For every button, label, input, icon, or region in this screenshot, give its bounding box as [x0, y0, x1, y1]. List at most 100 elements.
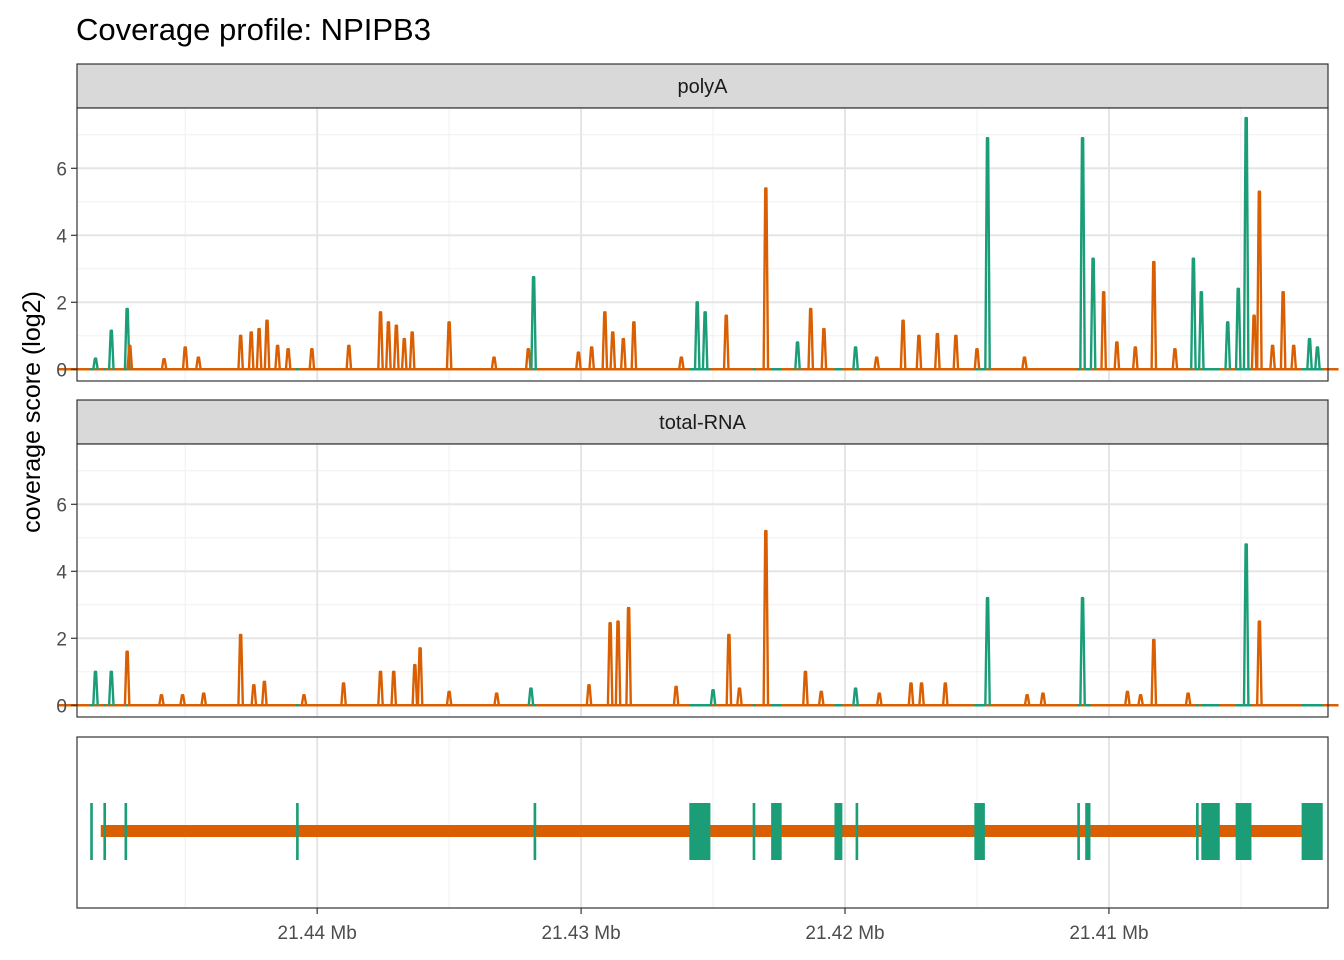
coverage-peak [377, 311, 384, 370]
x-tick-label: 21.42 Mb [805, 923, 884, 944]
exon-block [771, 803, 782, 860]
exon-block [1201, 803, 1220, 860]
coverage-peak [915, 334, 923, 370]
coverage-peak [1314, 346, 1321, 370]
exon-block [752, 803, 756, 860]
coverage-peak [179, 694, 186, 706]
y-axis-label: coverage score (log2) [18, 291, 46, 533]
coverage-peak [1100, 291, 1108, 370]
coverage-peak [873, 356, 881, 370]
coverage-peak [1290, 344, 1298, 370]
y-tick-label: 0 [56, 360, 67, 381]
exon-block [296, 803, 299, 860]
coverage-peak [984, 596, 991, 706]
coverage-peak [575, 351, 582, 370]
coverage-peak [274, 344, 281, 370]
coverage-peak [802, 670, 809, 706]
exon-block [974, 803, 985, 860]
exon-block [1301, 803, 1323, 860]
coverage-peak [973, 347, 981, 370]
coverage-peak [160, 358, 168, 370]
coverage-peak [899, 319, 907, 370]
exon-block [1235, 803, 1252, 860]
y-tick-label: 6 [56, 159, 67, 180]
coverage-peak [181, 346, 189, 370]
coverage-peak [984, 136, 991, 370]
x-tick-label: 21.43 Mb [541, 923, 620, 944]
coverage-peak [1242, 543, 1250, 706]
coverage-peak [260, 680, 268, 706]
coverage-peak [614, 620, 622, 706]
coverage-peak [693, 301, 701, 370]
coverage-peak [677, 356, 685, 370]
coverage-peak [1190, 257, 1197, 370]
coverage-peak [195, 356, 202, 370]
coverage-peak [725, 633, 733, 706]
coverage-peak [1079, 136, 1086, 370]
coverage-peak [1250, 314, 1258, 370]
coverage-peak [852, 687, 859, 706]
coverage-peak [416, 647, 424, 706]
gene-model-panel: 21.44 Mb 21.43 Mb 21.42 Mb 21.41 Mb [76, 736, 1329, 944]
coverage-peak [1269, 344, 1276, 370]
facet-label: total-RNA [659, 412, 746, 434]
facet-panel-1: polyA 0 2 4 6 [56, 63, 1339, 382]
exon-block [124, 803, 128, 860]
coverage-peak [1150, 260, 1158, 370]
coverage-peak [123, 650, 131, 706]
y-tick-label: 2 [56, 293, 67, 314]
coverage-peak [1039, 692, 1047, 706]
exon-block [689, 803, 711, 860]
coverage-peak [385, 321, 392, 370]
coverage-peak [1023, 694, 1031, 706]
coverage-peak [445, 690, 453, 706]
exon-block [1077, 803, 1080, 860]
coverage-peak [530, 275, 537, 370]
coverage-peak [237, 633, 245, 706]
coverage-peak [490, 356, 498, 370]
coverage-peak [377, 670, 384, 706]
coverage-peak [300, 694, 308, 706]
coverage-peak [390, 670, 398, 706]
coverage-peak [852, 346, 859, 370]
coverage-peak [237, 334, 245, 370]
coverage-peak [1197, 291, 1205, 370]
exon-block [834, 803, 843, 860]
coverage-peak [340, 682, 347, 706]
coverage-peak [92, 357, 99, 370]
facet-strip [76, 399, 1329, 445]
coverage-peak [263, 319, 271, 370]
coverage-peak [200, 692, 208, 706]
coverage-peak [1255, 620, 1263, 706]
coverage-peak [493, 692, 501, 706]
coverage-peak [400, 337, 408, 370]
coverage-peak [92, 670, 99, 706]
coverage-peak [1242, 116, 1250, 370]
exon-block [1196, 803, 1199, 860]
x-tick-label: 21.41 Mb [1069, 923, 1148, 944]
coverage-peak [875, 692, 883, 706]
coverage-peak [1131, 346, 1139, 370]
coverage-peak [736, 687, 743, 706]
coverage-peak [585, 683, 593, 706]
coverage-peak [722, 314, 730, 370]
coverage-peak [619, 337, 627, 370]
coverage-peak [794, 341, 801, 370]
y-tick-label: 0 [56, 696, 67, 717]
coverage-peak [709, 689, 717, 706]
coverage-peak [250, 683, 258, 706]
coverage-peak [1089, 257, 1097, 370]
panel-border [76, 736, 1329, 909]
coverage-peak [308, 347, 316, 370]
coverage-peak [445, 321, 453, 370]
coverage-peak [630, 321, 638, 370]
coverage-peak [345, 344, 353, 370]
exon-block [855, 803, 859, 860]
coverage-peak [255, 327, 263, 370]
coverage-peak [933, 332, 941, 370]
coverage-peak [1171, 347, 1179, 370]
coverage-peak [672, 685, 680, 706]
panel-border [76, 443, 1329, 718]
coverage-peak [1184, 692, 1192, 706]
